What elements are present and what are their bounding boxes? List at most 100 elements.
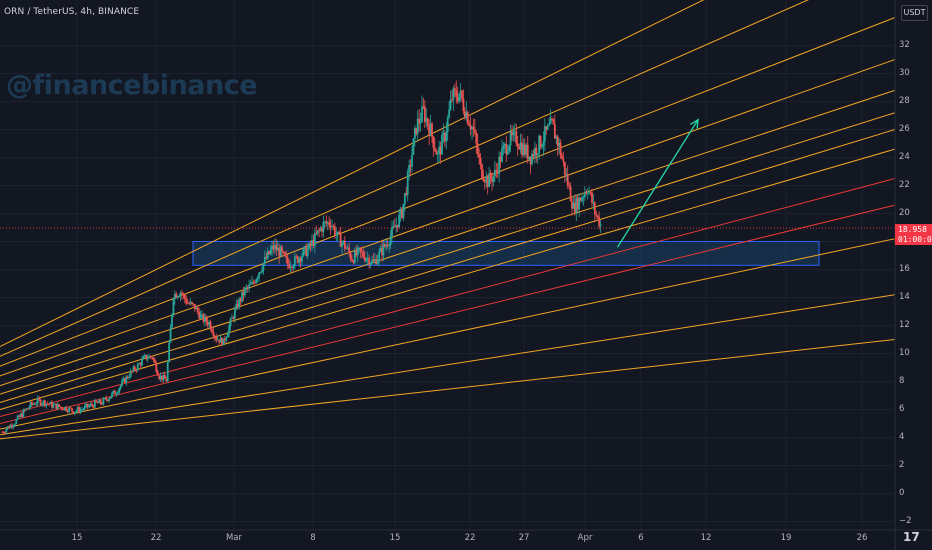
- candle: [225, 336, 228, 343]
- candle: [103, 397, 106, 400]
- candle: [299, 256, 302, 269]
- candle: [379, 245, 382, 253]
- currency-button[interactable]: USDT: [901, 5, 928, 21]
- fan-line[interactable]: [0, 0, 895, 357]
- fan-line[interactable]: [0, 89, 895, 387]
- candle: [228, 322, 231, 338]
- candle: [296, 255, 299, 264]
- candle: [205, 314, 208, 326]
- tradingview-logo-icon[interactable]: 17: [903, 530, 920, 544]
- fan-line[interactable]: [0, 59, 895, 377]
- candle: [292, 263, 295, 271]
- overlay: [0, 118, 895, 248]
- candle: [168, 339, 171, 363]
- candle: [405, 186, 408, 197]
- candle: [422, 97, 425, 110]
- candle: [313, 228, 316, 254]
- fan-line[interactable]: [0, 0, 895, 347]
- candle: [269, 245, 272, 256]
- candle: [81, 406, 83, 412]
- candle: [278, 243, 281, 264]
- fan-line[interactable]: [0, 112, 895, 395]
- candle: [12, 424, 15, 430]
- candle: [73, 411, 76, 416]
- candle: [56, 401, 59, 410]
- candle: [388, 242, 391, 253]
- fan-line[interactable]: [0, 17, 895, 367]
- candle: [212, 327, 215, 339]
- candle: [371, 255, 373, 265]
- fan-line[interactable]: [0, 204, 895, 424]
- candle: [426, 117, 429, 131]
- candle: [359, 247, 362, 258]
- price-tick-label: 26: [899, 123, 910, 134]
- candle: [513, 122, 516, 142]
- candle: [493, 160, 496, 182]
- candle: [509, 124, 512, 153]
- price-tick-label: 28: [899, 95, 910, 106]
- candle: [215, 333, 218, 344]
- candle: [525, 142, 528, 158]
- candle: [146, 354, 149, 363]
- fan-line[interactable]: [0, 238, 895, 430]
- candle: [432, 135, 435, 157]
- candle: [562, 151, 565, 167]
- candle: [521, 134, 523, 159]
- candle: [133, 364, 136, 373]
- candle: [582, 194, 585, 206]
- candle: [352, 259, 355, 265]
- fan-line[interactable]: [0, 178, 895, 417]
- candle: [242, 286, 245, 302]
- candle: [175, 291, 178, 299]
- candle: [281, 244, 283, 257]
- candle: [243, 286, 246, 298]
- candle: [438, 140, 441, 163]
- candle: [428, 119, 431, 145]
- candle: [556, 134, 559, 156]
- candle: [66, 408, 69, 414]
- candle: [263, 250, 266, 267]
- candle: [532, 149, 535, 160]
- candle: [578, 193, 581, 218]
- candle: [591, 188, 593, 207]
- candle: [402, 203, 405, 222]
- candle: [303, 245, 306, 255]
- candle: [101, 401, 103, 406]
- symbol-header[interactable]: ORN / TetherUS, 4h, BINANCE: [4, 7, 140, 17]
- candle: [46, 401, 49, 406]
- candle: [515, 123, 518, 147]
- candle: [201, 310, 203, 320]
- candle: [541, 143, 543, 150]
- candle: [38, 396, 41, 402]
- fan-line[interactable]: [0, 129, 895, 403]
- candle: [113, 389, 116, 395]
- fan-line[interactable]: [0, 148, 895, 410]
- candle: [459, 83, 462, 102]
- candle: [495, 162, 498, 179]
- fan-line[interactable]: [0, 339, 895, 440]
- fan-line[interactable]: [0, 294, 895, 436]
- projection-arrow[interactable]: [617, 119, 699, 248]
- timeframe[interactable]: 4h: [80, 7, 93, 17]
- candle: [185, 295, 188, 306]
- candle: [92, 404, 95, 409]
- candle: [415, 127, 418, 136]
- candle: [255, 278, 258, 285]
- candle: [151, 355, 153, 360]
- candle: [346, 243, 349, 251]
- candle: [128, 373, 131, 381]
- candle: [365, 257, 368, 264]
- candle: [565, 168, 568, 182]
- last-price-value: 18.958: [898, 225, 927, 234]
- candle: [419, 112, 422, 132]
- candle: [216, 335, 219, 341]
- candle: [36, 395, 39, 406]
- candle: [338, 230, 341, 234]
- candle: [71, 408, 73, 414]
- candle: [568, 181, 571, 190]
- candle: [206, 317, 209, 328]
- candle: [272, 240, 275, 254]
- candle: [78, 404, 81, 415]
- candle: [526, 135, 529, 164]
